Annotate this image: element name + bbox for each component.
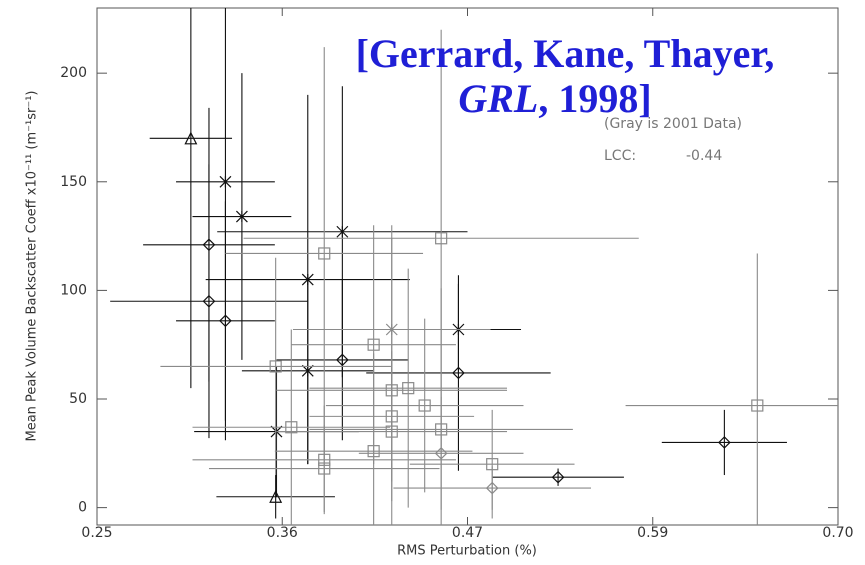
point [751, 399, 764, 412]
point [269, 489, 283, 503]
point [367, 445, 380, 458]
y-tick-label: 100 [60, 282, 87, 298]
x-tick-label: 0.36 [267, 525, 298, 541]
point [285, 421, 298, 434]
y-tick-label: 150 [60, 174, 87, 190]
point [434, 446, 448, 460]
point [269, 360, 282, 373]
point [435, 232, 448, 245]
point [402, 382, 415, 395]
plot-area [110, 8, 838, 525]
x-axis-title: RMS Perturbation (%) [397, 544, 537, 559]
y-axis-title: Mean Peak Volume Backscatter Coeff x10⁻¹… [25, 91, 40, 442]
point [202, 294, 216, 308]
point [418, 399, 431, 412]
point [551, 470, 565, 484]
note: (Gray is 2001 Data) [604, 116, 742, 132]
lcc-label: LCC: [604, 148, 636, 164]
point [385, 323, 398, 336]
y-tick-label: 0 [78, 500, 87, 516]
point [219, 314, 232, 328]
point [301, 364, 314, 377]
x-tick-label: 0.47 [452, 525, 483, 541]
citation: [Gerrard, Kane, Thayer, [356, 31, 775, 76]
point [318, 247, 331, 260]
y-tick-label: 200 [60, 65, 87, 81]
citation-year: , 1998] [538, 76, 651, 121]
point [336, 225, 349, 238]
x-tick-label: 0.70 [822, 525, 853, 541]
lcc-value: -0.44 [686, 148, 722, 164]
point [718, 436, 731, 449]
x-tick-label: 0.59 [637, 525, 668, 541]
point [452, 366, 465, 380]
y-tick-label: 50 [69, 391, 87, 407]
point [184, 131, 198, 145]
citation: GRL, 1998] [458, 76, 651, 121]
point [235, 210, 248, 223]
point [485, 481, 499, 495]
x-tick-label: 0.25 [81, 525, 112, 541]
citation-journal: GRL [458, 76, 538, 121]
point [219, 175, 232, 188]
point [336, 353, 349, 367]
point [318, 462, 331, 475]
point [367, 338, 380, 351]
